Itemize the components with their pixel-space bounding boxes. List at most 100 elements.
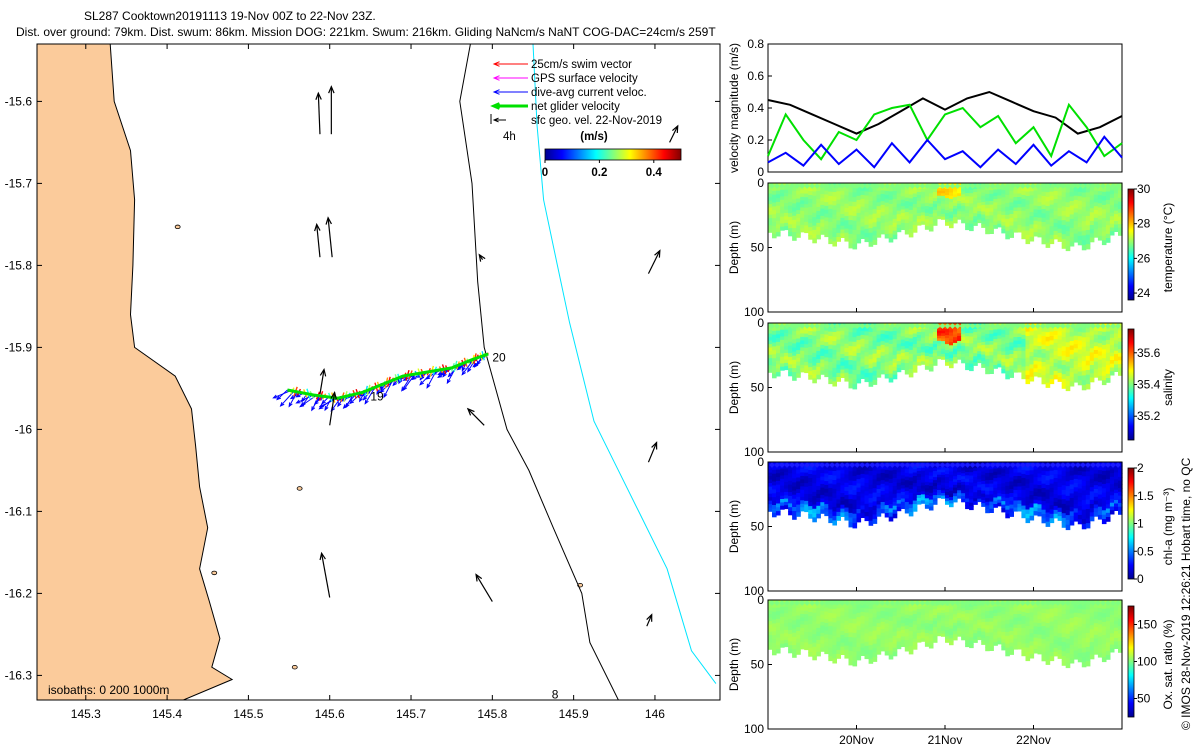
section-cell bbox=[840, 623, 845, 628]
section-cell bbox=[820, 366, 825, 372]
section-cell bbox=[989, 193, 994, 198]
section-cell bbox=[792, 628, 797, 634]
section-cell bbox=[1118, 216, 1123, 221]
section-cell bbox=[908, 373, 914, 378]
section-cell bbox=[989, 490, 994, 495]
section-cell bbox=[1081, 471, 1087, 477]
section-cell bbox=[824, 507, 829, 513]
section-cell bbox=[1053, 481, 1059, 487]
section-cell bbox=[1013, 486, 1018, 491]
section-cell bbox=[788, 622, 793, 627]
section-cell bbox=[1037, 209, 1043, 215]
section-cell bbox=[1045, 507, 1051, 514]
section-cell bbox=[1053, 342, 1059, 348]
section-cell bbox=[969, 350, 974, 355]
section-cell bbox=[1114, 214, 1119, 219]
island bbox=[174, 224, 181, 230]
section-cell bbox=[848, 627, 854, 633]
section-cell bbox=[792, 653, 797, 658]
section-cell bbox=[768, 645, 773, 650]
section-cell bbox=[856, 625, 862, 631]
surface-marker bbox=[824, 183, 830, 189]
section-cell bbox=[796, 615, 801, 620]
section-cell bbox=[993, 183, 998, 187]
section-cell bbox=[768, 354, 773, 359]
surface-marker bbox=[859, 183, 866, 189]
section-cell bbox=[949, 332, 954, 337]
section-cell bbox=[924, 329, 930, 334]
section-cell bbox=[888, 212, 894, 218]
section-cell bbox=[912, 497, 918, 502]
section-cell bbox=[985, 476, 990, 481]
section-cell bbox=[908, 508, 914, 513]
section-cell bbox=[876, 492, 882, 498]
section-cell bbox=[804, 486, 809, 491]
section-cell bbox=[985, 193, 990, 199]
header-line-2: Dist. over ground: 79km. Dist. swum: 86k… bbox=[16, 25, 716, 39]
section-cell bbox=[792, 187, 797, 192]
section-cell bbox=[840, 206, 845, 211]
section-cell bbox=[1033, 469, 1039, 474]
section-cell bbox=[900, 639, 906, 644]
section-cell bbox=[836, 199, 841, 205]
section-cell bbox=[937, 464, 942, 468]
velocity-series-dive-avg-current-speed bbox=[767, 135, 1123, 169]
section-cell bbox=[804, 344, 809, 349]
section-cell bbox=[880, 494, 886, 499]
surface-marker bbox=[904, 183, 911, 189]
section-cell bbox=[1001, 215, 1006, 220]
section-cell bbox=[1049, 234, 1055, 240]
section-cell bbox=[1065, 356, 1071, 363]
section-cell bbox=[824, 481, 829, 486]
section-cell bbox=[820, 197, 825, 202]
section-cell bbox=[977, 359, 982, 364]
section-cell bbox=[908, 626, 914, 632]
section-cell bbox=[1105, 195, 1111, 201]
section-cell bbox=[884, 635, 890, 640]
section-cell bbox=[924, 356, 930, 360]
section-cell bbox=[896, 207, 902, 212]
section-cell bbox=[945, 471, 950, 475]
section-cell bbox=[1021, 354, 1026, 360]
section-cell bbox=[1081, 514, 1087, 520]
section-cell bbox=[953, 473, 958, 477]
section-cell bbox=[997, 195, 1002, 200]
legend-label: GPS surface velocity bbox=[531, 73, 638, 85]
section-cell bbox=[1017, 354, 1022, 359]
section-cell bbox=[993, 326, 998, 330]
section-cell bbox=[1049, 196, 1055, 201]
section-cell bbox=[844, 228, 849, 234]
section-cell bbox=[856, 629, 862, 635]
section-cell bbox=[949, 487, 954, 492]
section-cell bbox=[1057, 216, 1063, 222]
section-cell bbox=[985, 204, 990, 209]
section-cell bbox=[985, 366, 990, 371]
section-cell bbox=[1089, 187, 1095, 192]
section-cell bbox=[772, 214, 777, 219]
section-cell bbox=[852, 220, 858, 226]
section-cell bbox=[812, 612, 817, 618]
map-xtick-label: 145.7 bbox=[396, 707, 426, 721]
section-cell bbox=[1029, 232, 1035, 238]
section-cell bbox=[1009, 194, 1014, 200]
section-cell bbox=[953, 481, 958, 486]
section-cell bbox=[836, 364, 841, 370]
section-cell bbox=[896, 210, 902, 215]
section-cell bbox=[888, 478, 894, 484]
section-cell bbox=[848, 494, 854, 500]
section-cell bbox=[957, 323, 962, 327]
dive-avg-vector-head bbox=[426, 383, 431, 389]
section-cell bbox=[900, 352, 906, 357]
section-cell bbox=[977, 328, 982, 332]
section-cell bbox=[892, 358, 898, 364]
section-cell bbox=[1097, 227, 1103, 233]
section-cell bbox=[872, 505, 878, 511]
section-cell bbox=[912, 635, 918, 640]
section-cell bbox=[989, 351, 994, 356]
section-cell bbox=[816, 222, 821, 228]
velocity-ytick-label: 0.8 bbox=[747, 37, 764, 51]
section-cell bbox=[864, 507, 870, 513]
section-cell bbox=[1053, 493, 1059, 499]
section-cell bbox=[1073, 466, 1079, 471]
section-cell bbox=[788, 469, 793, 474]
